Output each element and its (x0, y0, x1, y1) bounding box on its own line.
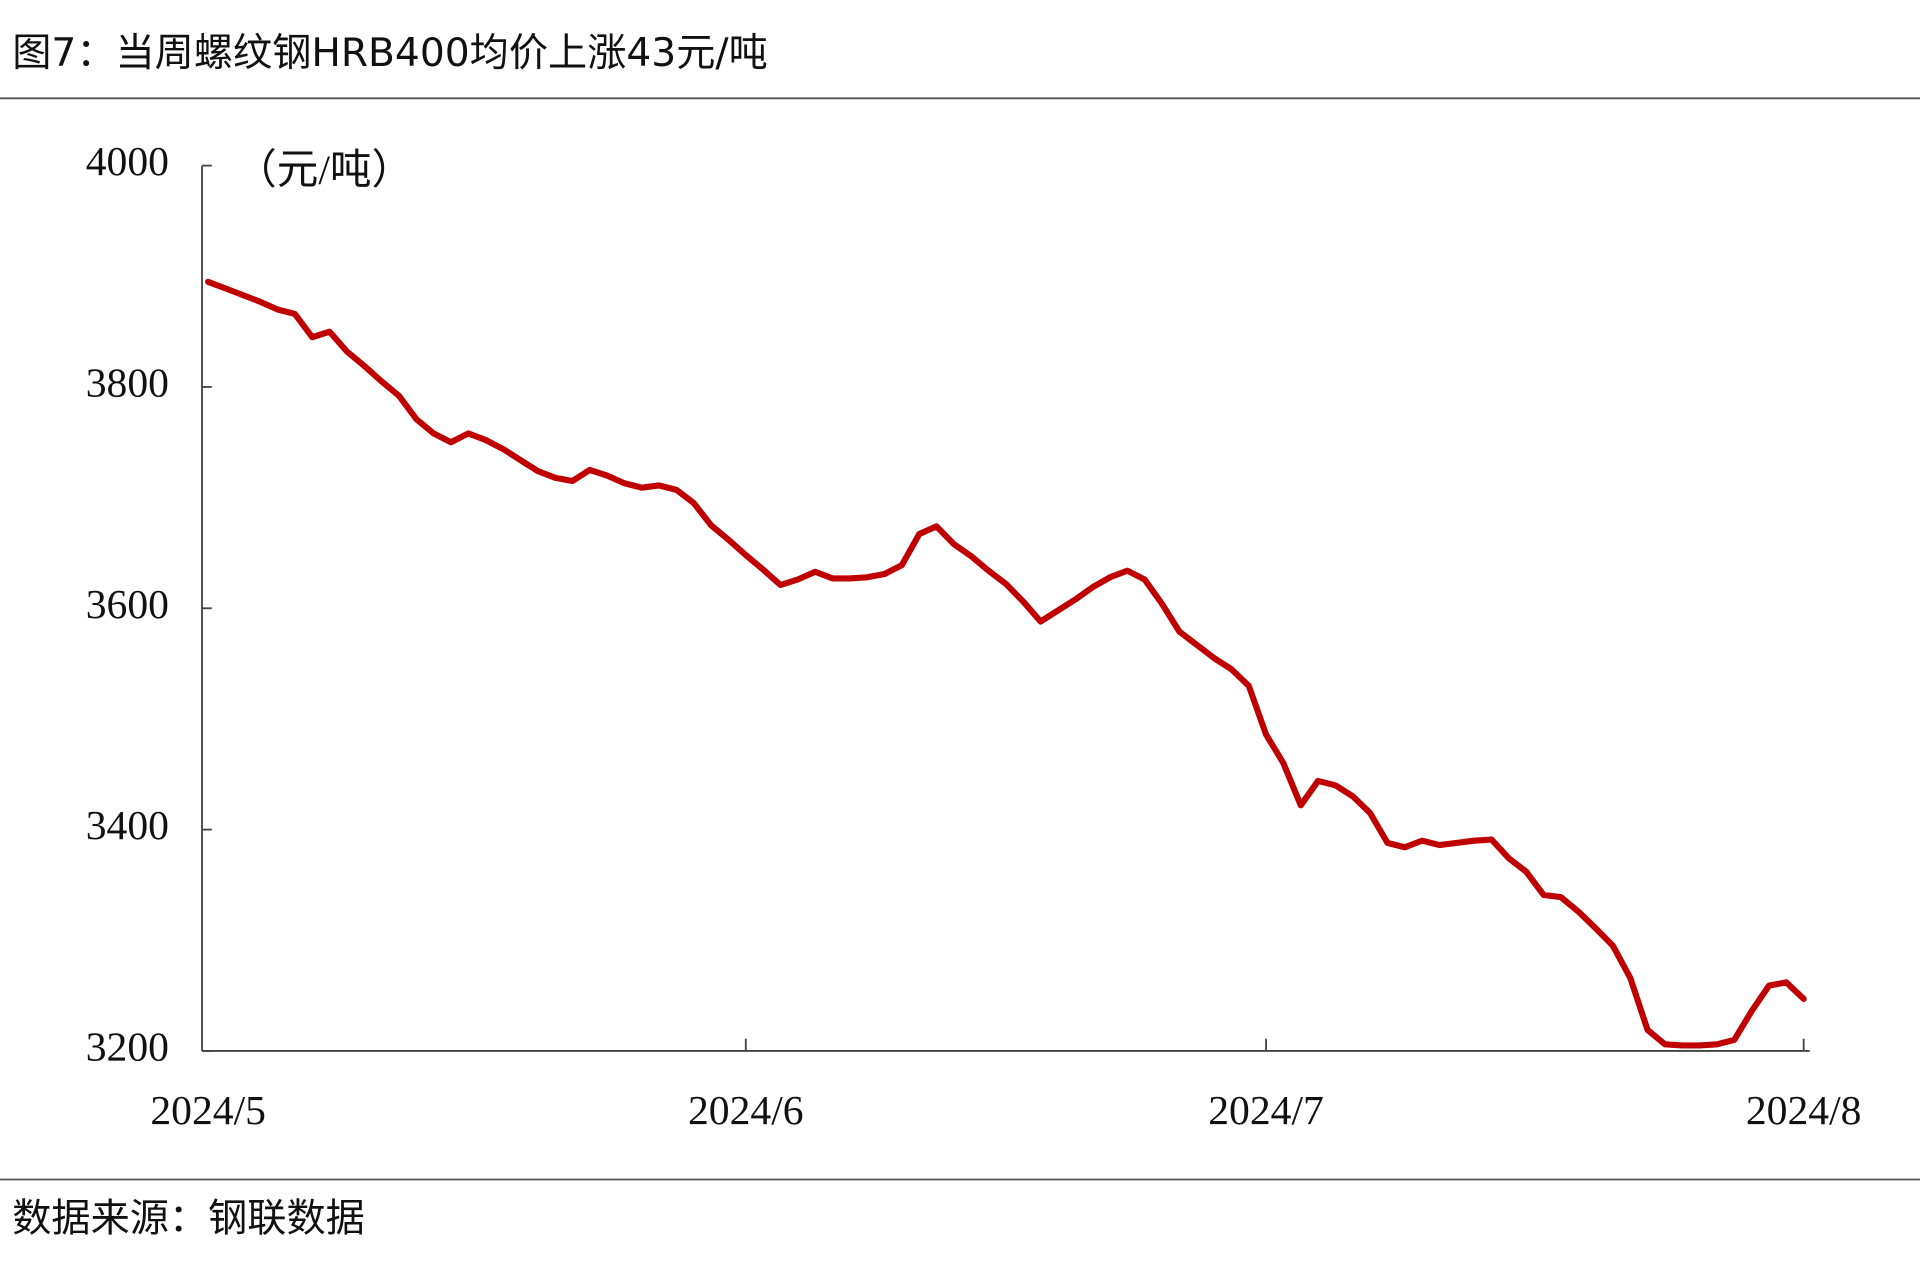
y-tick-label: 3200 (86, 1024, 169, 1070)
x-tick-label: 2024/5 (150, 1088, 266, 1134)
y-axis-label: （元/吨） (235, 148, 413, 194)
x-tick-label: 2024/7 (1208, 1088, 1324, 1134)
x-tick-label: 2024/8 (1746, 1088, 1862, 1134)
chart-title: 图7：当周螺纹钢HRB400均价上涨43元/吨 (12, 31, 768, 76)
source-note: 数据来源：钢联数据 (12, 1197, 365, 1242)
y-tick-label: 4000 (86, 139, 169, 185)
y-tick-label: 3800 (86, 360, 169, 406)
x-tick-label: 2024/6 (688, 1088, 804, 1134)
price-line (205, 278, 1807, 1049)
y-tick-label: 3600 (86, 582, 169, 628)
y-tick-label: 3400 (86, 803, 169, 849)
